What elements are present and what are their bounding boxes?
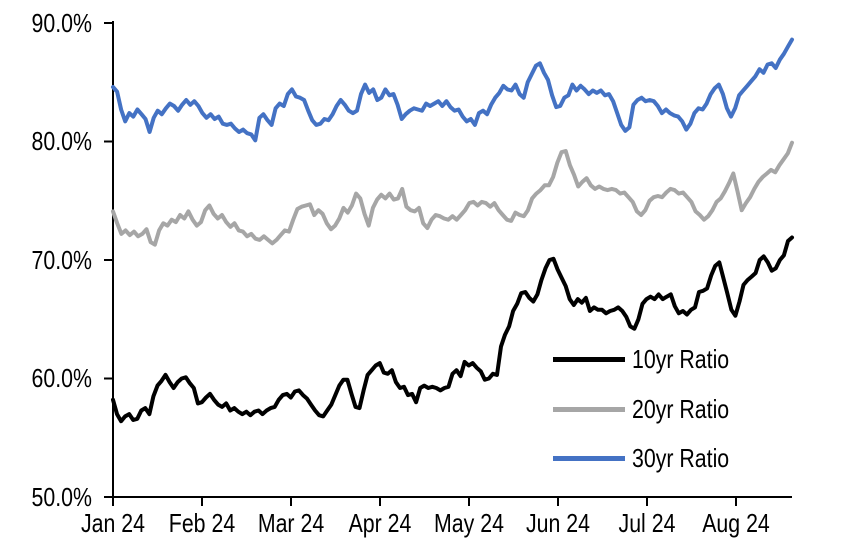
legend-line-sample-30yr [553,455,625,461]
legend-label-20yr: 20yr Ratio [632,393,730,424]
series-line-10yr [111,235,794,424]
x-axis-tick-label: Jul 24 [618,508,676,538]
legend-item-30yr: 30yr Ratio [553,442,751,473]
x-axis-tick-label: Feb 24 [168,508,236,538]
x-axis-tick-label: Aug 24 [702,508,770,538]
legend-item-20yr: 20yr Ratio [553,393,751,424]
legend-item-10yr: 10yr Ratio [553,343,751,374]
series-line-20yr [111,140,794,247]
y-axis-tick-label: 90.0% [31,7,92,38]
legend-label-30yr: 30yr Ratio [632,442,730,473]
legend-label-10yr: 10yr Ratio [632,343,730,374]
series-line-30yr [111,37,794,143]
y-axis-tick-label: 50.0% [31,481,92,512]
y-axis-tick-label: 60.0% [31,363,92,393]
x-axis-tick-label: Jan 24 [80,508,146,538]
legend-line-sample-10yr [553,356,625,362]
x-axis-tick-label: May 24 [434,508,504,538]
x-axis-tick-label: Apr 24 [348,508,412,538]
x-axis-tick-label: Mar 24 [257,508,325,538]
y-axis-tick-label: 80.0% [31,126,92,156]
legend-line-sample-20yr [553,406,625,412]
y-axis-tick-label: 70.0% [31,244,92,275]
x-axis-tick-label: Jun 24 [525,508,591,538]
